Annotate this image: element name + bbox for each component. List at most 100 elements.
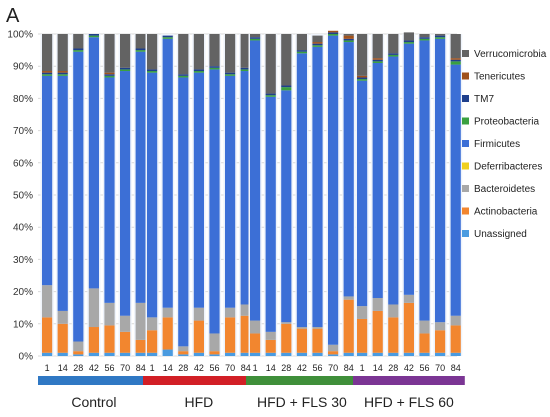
group-bar	[246, 376, 358, 385]
bar-segment	[73, 48, 84, 51]
y-tick-label: 60%	[13, 158, 33, 169]
bar-segment	[281, 87, 292, 91]
bar-segment	[357, 75, 368, 78]
bar-segment	[388, 53, 399, 55]
bar-segment	[104, 352, 115, 356]
bar-segment	[357, 352, 368, 356]
bar-segment	[88, 37, 99, 289]
bar-segment	[225, 34, 236, 73]
bar-segment	[312, 45, 323, 47]
bar-segment	[403, 40, 414, 43]
bar-segment	[225, 72, 236, 75]
legend-swatch	[462, 117, 469, 125]
x-tick-label: 70	[225, 363, 235, 373]
bar-segment	[88, 352, 99, 356]
bar-segment	[88, 327, 99, 353]
bar-segment	[104, 325, 115, 353]
y-tick-label: 50%	[13, 191, 33, 202]
bar-segment	[57, 352, 68, 356]
panel-label: A	[6, 5, 20, 27]
bar-segment	[435, 352, 446, 356]
bar-segment	[135, 339, 146, 353]
bar-segment	[296, 352, 307, 356]
bar-segment	[42, 285, 53, 318]
bars	[40, 30, 463, 356]
group-label: HFD	[185, 394, 214, 410]
bar-segment	[296, 34, 307, 51]
bar-segment	[225, 75, 236, 308]
y-tick-label: 30%	[13, 255, 33, 266]
bar-segment	[88, 34, 99, 36]
bar-segment	[450, 325, 461, 353]
legend-label: Actinobacteria	[474, 207, 538, 218]
bar-segment	[135, 51, 146, 303]
bar-segment	[240, 34, 251, 68]
bar-segment	[178, 77, 189, 347]
x-axis-ticks: 1 14 28 42 56 70 84 1 14 28 42 56 70 84 1 14 28 42 56 70 84 1…	[45, 363, 461, 373]
x-tick-label: 70	[328, 363, 338, 373]
bar-segment	[450, 352, 461, 356]
x-tick-label: 14	[163, 363, 173, 373]
bar-segment	[435, 37, 446, 39]
bar-segment	[265, 339, 276, 353]
y-tick-label: 40%	[13, 223, 33, 234]
bar-segment	[357, 318, 368, 353]
legend-swatch	[462, 162, 469, 170]
bar-segment	[403, 352, 414, 356]
bar-segment	[193, 320, 204, 353]
bar-segment	[281, 323, 292, 353]
bar-segment	[120, 34, 131, 68]
bar-segment	[193, 69, 204, 72]
bar-segment	[357, 34, 368, 76]
x-tick-label: 56	[312, 363, 322, 373]
y-tick-label: 90%	[13, 62, 33, 73]
legend-label: TM7	[474, 94, 494, 105]
y-tick-label: 100%	[7, 30, 33, 41]
bar-segment	[296, 327, 307, 329]
group-label: Control	[71, 394, 116, 410]
y-tick-label: 0%	[19, 352, 34, 363]
bar-segment	[57, 74, 68, 76]
bar-segment	[88, 288, 99, 328]
bar-segment	[296, 50, 307, 52]
legend-label: Deferribacteres	[474, 162, 542, 173]
bar-segment	[135, 352, 146, 356]
bar-segment	[419, 352, 430, 356]
bar-segment	[328, 351, 339, 355]
group-bar	[38, 376, 150, 385]
bar-segment	[104, 74, 115, 76]
bar-segment	[162, 37, 173, 39]
bar-segment	[178, 351, 189, 355]
bar-segment	[312, 46, 323, 328]
x-tick-label: 28	[388, 363, 398, 373]
bar-segment	[312, 352, 323, 356]
bar-segment	[57, 323, 68, 353]
bar-segment	[250, 333, 261, 353]
bar-segment	[57, 34, 68, 72]
bar-segment	[42, 75, 53, 286]
bar-segment	[104, 77, 115, 303]
legend-label: Unassigned	[474, 229, 527, 240]
bar-segment	[240, 71, 251, 305]
bar-segment	[73, 354, 84, 356]
bar-segment	[147, 72, 158, 318]
bar-segment	[328, 32, 339, 34]
bar-segment	[147, 330, 158, 353]
bar-segment	[343, 296, 354, 300]
legend-label: Tenericutes	[474, 72, 525, 83]
bar-segment	[42, 72, 53, 75]
x-tick-label: 42	[194, 363, 204, 373]
legend-swatch	[462, 72, 469, 80]
bar-segment	[104, 34, 115, 73]
bar-segment	[120, 331, 131, 353]
bar-segment	[372, 34, 383, 59]
bar-segment	[57, 75, 68, 311]
bar-segment	[372, 310, 383, 353]
bar-segment	[435, 34, 446, 36]
bar-segment	[403, 43, 414, 295]
bar-segment	[120, 352, 131, 356]
bar-segment	[328, 30, 339, 33]
x-tick-label: 28	[73, 363, 83, 373]
